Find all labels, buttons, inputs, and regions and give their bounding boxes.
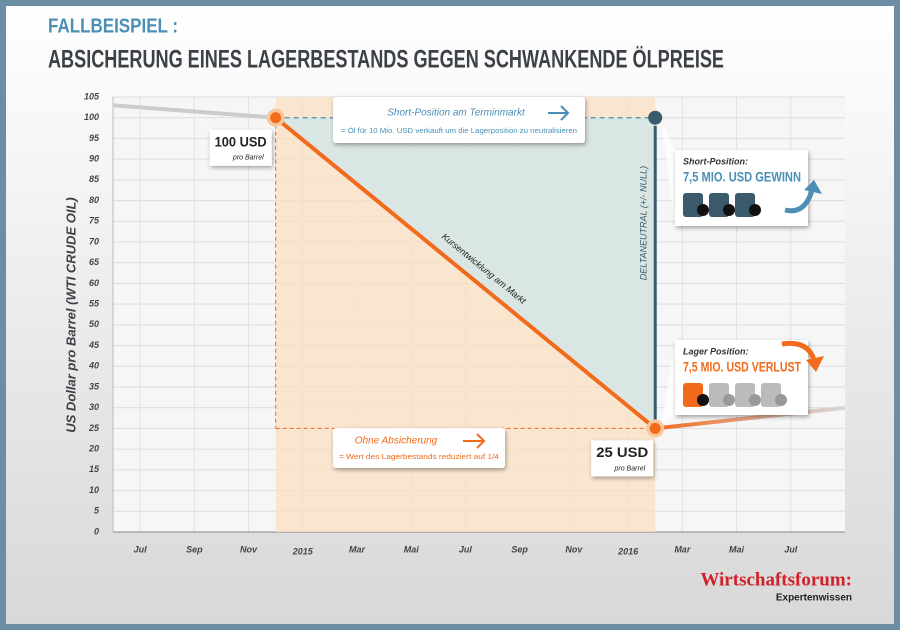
x-tick-label: Jul bbox=[134, 544, 148, 554]
gain-arrow bbox=[784, 189, 815, 214]
unhedged-arrow bbox=[463, 433, 486, 449]
y-tick-label: 35 bbox=[89, 381, 100, 391]
y-tick-label: 100 bbox=[84, 112, 99, 122]
y-tick-label: 20 bbox=[88, 444, 99, 454]
y-tick-label: 75 bbox=[89, 216, 100, 226]
hedge-text: = Öl für 10 Mio. USD verkauft um die Lag… bbox=[341, 127, 577, 135]
x-tick-label: Sep bbox=[186, 544, 203, 554]
unhedged-box bbox=[333, 428, 505, 468]
y-tick-label: 90 bbox=[89, 154, 99, 164]
hedge-box bbox=[333, 97, 585, 143]
callout-box bbox=[209, 129, 272, 166]
unhedged-title: Ohne Absicherung bbox=[355, 436, 438, 447]
y-tick-label: 70 bbox=[89, 236, 99, 246]
callout-unit: pro Barrel bbox=[613, 465, 645, 472]
y-axis-label: US Dollar pro Barrel (WTI CRUDE OIL) bbox=[63, 197, 78, 432]
delta-end bbox=[648, 110, 663, 125]
y-tick-label: 85 bbox=[89, 174, 100, 184]
key-point bbox=[649, 422, 661, 434]
logo-name: Wirtschaftsforum: bbox=[700, 569, 852, 590]
x-tick-label: 2016 bbox=[617, 546, 639, 556]
y-tick-label: 95 bbox=[89, 133, 100, 143]
callout-unit: pro Barrel bbox=[232, 155, 264, 162]
x-tick-label: Jul bbox=[459, 544, 473, 554]
y-tick-label: 50 bbox=[89, 319, 99, 329]
x-tick-label: Nov bbox=[240, 544, 258, 554]
loss-barrels bbox=[683, 383, 787, 407]
gain-barrels bbox=[683, 193, 761, 217]
subtitle: ABSICHERUNG EINES LAGERBESTANDS GEGEN SC… bbox=[48, 45, 724, 74]
x-tick-label: Mai bbox=[404, 544, 420, 554]
logo-tagline: Expertenwissen bbox=[776, 593, 852, 604]
gain-text: 7,5 MIO. USD GEWINN bbox=[683, 169, 801, 185]
x-tick-label: Sep bbox=[511, 544, 528, 554]
y-tick-label: 30 bbox=[89, 402, 99, 412]
y-tick-label: 65 bbox=[89, 257, 100, 267]
x-tick-label: Mai bbox=[729, 544, 745, 554]
delta-label: DELTANEUTRAL (+/- NULL) bbox=[639, 166, 649, 280]
y-tick-label: 25 bbox=[88, 423, 100, 433]
hedge-title: Short-Position am Terminmarkt bbox=[387, 108, 526, 119]
callout-value: 25 USD bbox=[596, 444, 648, 460]
loss-arrow-head bbox=[806, 356, 824, 372]
x-tick-label: Mar bbox=[674, 544, 691, 554]
y-tick-label: 105 bbox=[84, 91, 100, 101]
x-tick-label: 2015 bbox=[292, 546, 314, 556]
y-tick-label: 0 bbox=[94, 526, 99, 536]
callout-box bbox=[591, 440, 654, 477]
hedge-arrow bbox=[548, 105, 570, 121]
y-tick-label: 55 bbox=[89, 299, 100, 309]
price-line bbox=[112, 103, 846, 431]
y-tick-label: 15 bbox=[89, 464, 100, 474]
gain-connector bbox=[661, 119, 675, 226]
y-tick-label: 10 bbox=[89, 485, 99, 495]
loss-label: Lager Position: bbox=[683, 346, 749, 356]
y-tick-label: 60 bbox=[89, 278, 99, 288]
y-tick-label: 80 bbox=[89, 195, 99, 205]
x-tick-label: Jul bbox=[784, 544, 798, 554]
y-tick-label: 45 bbox=[88, 340, 100, 350]
x-tick-label: Nov bbox=[565, 544, 583, 554]
key-point bbox=[270, 112, 282, 124]
y-tick-label: 5 bbox=[94, 506, 100, 516]
gain-label: Short-Position: bbox=[683, 156, 748, 166]
gain-arrow-head bbox=[804, 180, 822, 194]
loss-arrow bbox=[781, 340, 817, 361]
callout-value: 100 USD bbox=[215, 133, 267, 149]
x-tick-label: Mar bbox=[349, 544, 366, 554]
unhedged-text: = Wert des Lagerbestands reduziert auf 1… bbox=[339, 454, 499, 461]
loss-connector bbox=[661, 340, 675, 427]
loss-text: 7,5 MIO. USD VERLUST bbox=[683, 359, 801, 375]
y-tick-label: 40 bbox=[88, 361, 99, 371]
title: FALLBEISPIEL : bbox=[48, 15, 178, 37]
